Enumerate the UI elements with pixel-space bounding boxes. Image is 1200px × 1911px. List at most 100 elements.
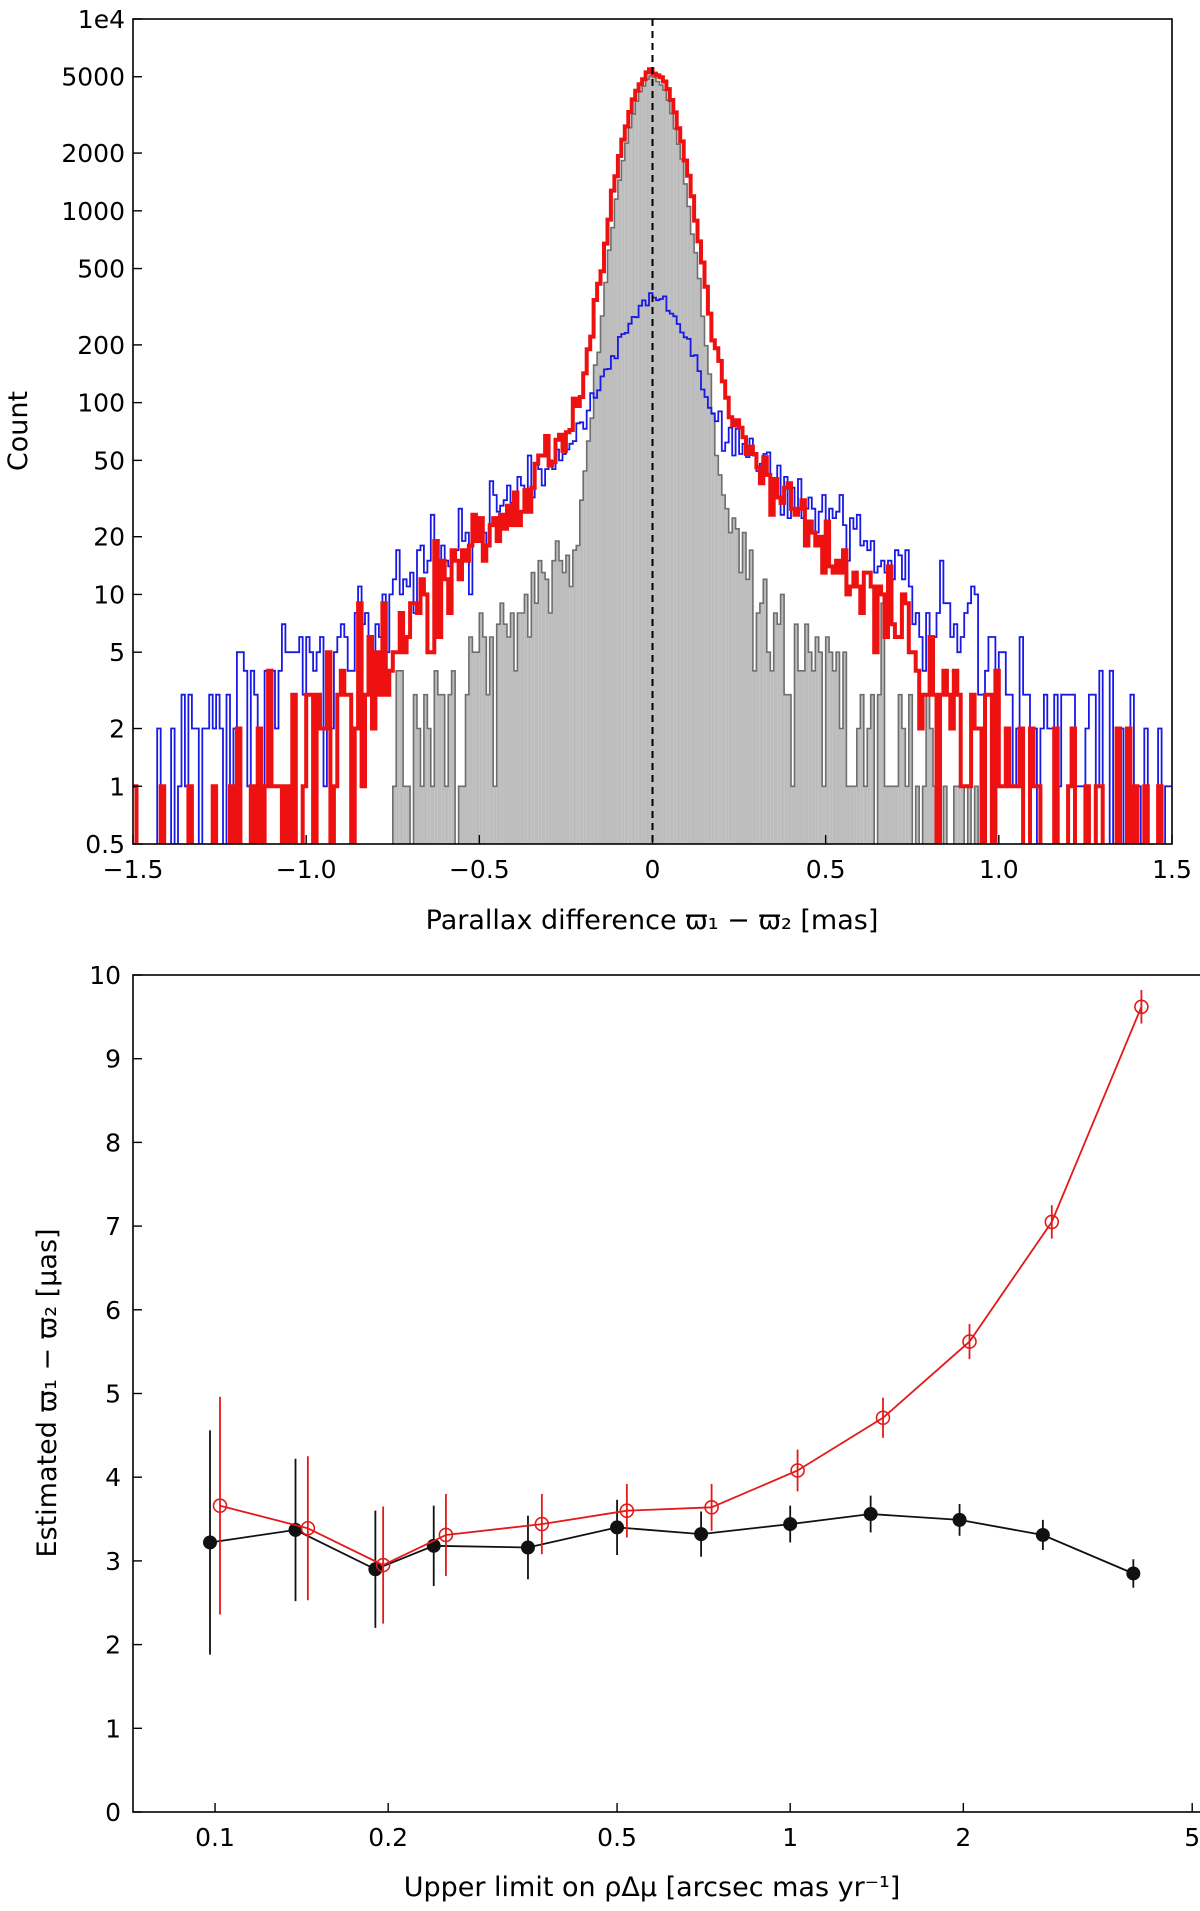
hist-bar-0-169 xyxy=(718,474,722,844)
hist-bar-0-104 xyxy=(493,786,497,844)
hist-bar-0-106 xyxy=(500,603,504,844)
x-tick-label-3: 0 xyxy=(645,855,661,884)
x-tick-label-5: 1.0 xyxy=(979,855,1019,884)
y-tick-label-4: 4 xyxy=(105,1463,121,1492)
hist-bar-0-148 xyxy=(645,79,650,844)
hist-bar-0-194 xyxy=(804,624,809,844)
hist-bar-0-189 xyxy=(787,694,792,844)
hist-bar-0-111 xyxy=(517,613,521,844)
hist-bar-0-234 xyxy=(943,786,947,844)
hist-bar-0-228 xyxy=(922,786,927,844)
hist-bar-0-154 xyxy=(666,100,670,844)
hist-bar-0-82 xyxy=(416,728,421,844)
hist-bar-0-158 xyxy=(680,158,684,844)
series-0-point-8 xyxy=(863,1507,878,1522)
hist-bar-0-89 xyxy=(441,694,445,844)
hist-bar-0-78 xyxy=(403,786,407,844)
hist-bar-0-133 xyxy=(593,365,598,844)
hist-bar-0-178 xyxy=(749,550,753,844)
hist-bar-0-153 xyxy=(662,90,667,844)
hist-bar-0-101 xyxy=(482,636,487,844)
hist-bar-0-168 xyxy=(714,455,719,844)
hist-bar-0-179 xyxy=(752,670,757,844)
series-0-point-0 xyxy=(203,1535,218,1550)
hist-bar-0-221 xyxy=(898,694,902,844)
hist-bar-0-209 xyxy=(856,728,861,844)
hist-bar-0-200 xyxy=(825,636,830,844)
hist-bar-0-147 xyxy=(642,86,646,844)
y-tick-label-5: 5 xyxy=(105,1380,121,1409)
hist-bar-0-172 xyxy=(728,532,733,844)
series-0-point-11 xyxy=(1126,1566,1141,1581)
hist-bar-0-109 xyxy=(510,613,514,844)
series-1-point-8 xyxy=(875,1410,891,1426)
x-tick-label-1: −1.0 xyxy=(276,855,337,884)
y-tick-label-12: 5000 xyxy=(61,63,125,92)
hist-bar-0-75 xyxy=(392,786,397,844)
hist-bar-0-125 xyxy=(565,555,570,844)
histogram-bars xyxy=(133,67,1172,844)
hist-bar-0-77 xyxy=(399,670,404,844)
series-line-0 xyxy=(209,1513,1134,1575)
hist-bar-0-215 xyxy=(877,694,882,844)
y-tick-label-2: 2 xyxy=(105,1631,121,1660)
hist-bar-0-176 xyxy=(742,532,747,844)
hist-bar-0-190 xyxy=(791,786,795,844)
y-tick-label-2: 2 xyxy=(109,715,125,744)
hist-bar-0-217 xyxy=(884,786,889,844)
hist-bar-0-81 xyxy=(413,694,417,844)
histogram-x-axis-label: Parallax difference ϖ₁ − ϖ₂ [mas] xyxy=(426,905,879,936)
hist-bar-0-98 xyxy=(472,652,476,844)
hist-bar-0-162 xyxy=(694,252,698,844)
hist-bar-0-152 xyxy=(659,85,663,844)
hist-bar-0-110 xyxy=(513,670,518,844)
hist-bar-0-205 xyxy=(842,652,847,844)
hist-bar-0-222 xyxy=(901,728,906,844)
hist-bar-0-87 xyxy=(434,670,438,844)
hist-bar-0-124 xyxy=(562,572,566,844)
series-1-point-3 xyxy=(438,1527,454,1543)
hist-bar-0-123 xyxy=(558,560,563,844)
hist-bar-0-192 xyxy=(797,670,802,844)
y-tick-label-0: 0 xyxy=(105,1798,121,1827)
hist-bar-0-79 xyxy=(406,786,411,844)
hist-bar-0-188 xyxy=(784,694,788,844)
hist-bar-0-159 xyxy=(683,183,688,844)
hist-bar-0-167 xyxy=(711,414,715,844)
series-1-point-7 xyxy=(790,1463,805,1478)
y-tick-label-6: 6 xyxy=(105,1296,121,1325)
hist-bar-0-94 xyxy=(458,786,463,844)
hist-bar-0-207 xyxy=(849,786,854,844)
hist-bar-0-105 xyxy=(496,624,501,844)
hist-bar-0-229 xyxy=(926,694,930,844)
y-tick-label-5: 20 xyxy=(93,523,125,552)
hist-bar-0-134 xyxy=(597,352,601,844)
hist-bar-0-118 xyxy=(541,572,546,844)
hist-bar-0-97 xyxy=(468,636,473,844)
hist-bar-0-196 xyxy=(811,670,816,844)
x-tick-label-0: 0.1 xyxy=(195,1823,235,1852)
hist-bar-0-165 xyxy=(704,345,708,844)
y-tick-label-7: 100 xyxy=(77,389,125,418)
hist-bar-0-113 xyxy=(524,594,528,844)
hist-bar-0-238 xyxy=(957,786,961,844)
hist-bar-0-171 xyxy=(725,508,729,844)
hist-bar-0-142 xyxy=(624,143,629,844)
hist-bar-0-198 xyxy=(818,652,823,844)
hist-bar-0-138 xyxy=(610,227,615,844)
hist-bar-0-112 xyxy=(520,613,525,844)
hist-bar-0-216 xyxy=(881,603,885,844)
hist-bar-0-121 xyxy=(552,560,556,844)
series-1-point-11 xyxy=(1134,999,1149,1015)
hist-bar-0-224 xyxy=(908,694,913,844)
series-0-point-4 xyxy=(520,1540,535,1555)
hist-bar-0-130 xyxy=(583,471,587,844)
hist-bar-0-182 xyxy=(763,579,767,844)
hist-bar-0-173 xyxy=(732,518,736,844)
hist-bar-0-92 xyxy=(451,670,456,844)
hist-bar-0-241 xyxy=(967,786,972,844)
line-panel: 0.1 0.2 0.5 1 2 5 0 1 2 3 4 5 6 7 8 9 10 Upper limit on … xyxy=(32,961,1200,1903)
histogram-panel: −1.5 −1.0 −0.5 0 0.5 1.0 1.5 0.5 1 2 5 10 20 50 100 200… xyxy=(3,5,1192,936)
hist-bar-0-208 xyxy=(853,786,857,844)
